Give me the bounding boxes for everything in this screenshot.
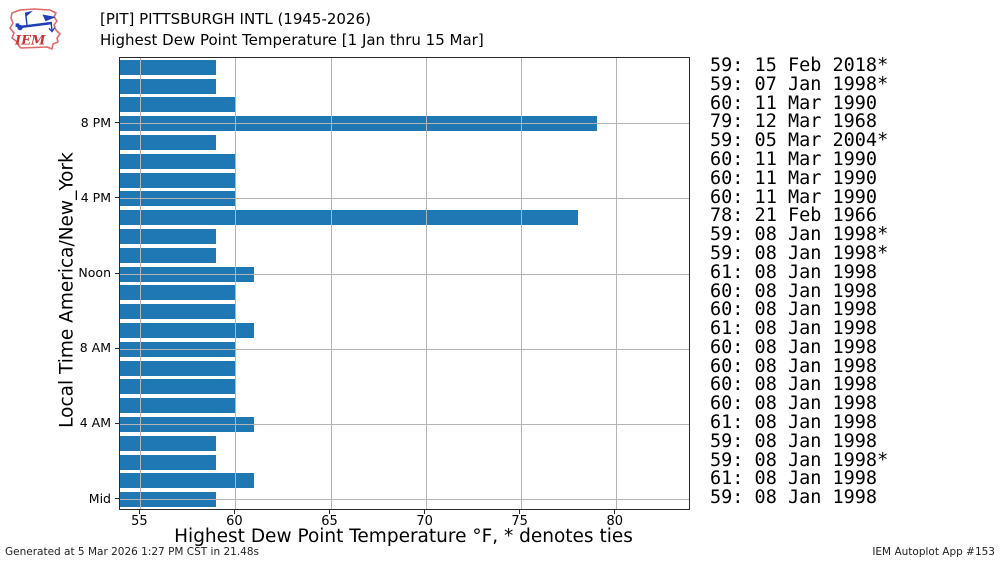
horizontal-gridline <box>120 423 689 425</box>
record-line: 60: 08 Jan 1998 <box>710 336 878 358</box>
bar <box>120 360 236 376</box>
record-line: 60: 11 Mar 1990 <box>710 92 878 114</box>
bar <box>120 135 217 151</box>
horizontal-gridline <box>120 273 689 275</box>
title-block: [PIT] PITTSBURGH INTL (1945-2026) Highes… <box>100 9 484 51</box>
x-axis-label: Highest Dew Point Temperature °F, * deno… <box>174 526 633 547</box>
bar <box>120 247 217 263</box>
record-line: 60: 11 Mar 1990 <box>710 167 878 189</box>
record-line: 60: 11 Mar 1990 <box>710 148 878 170</box>
y-tick-label: 8 AM <box>79 340 111 356</box>
bar <box>120 322 255 338</box>
y-tick-label: Noon <box>78 265 111 281</box>
record-line: 78: 21 Feb 1966 <box>710 205 878 227</box>
bar <box>120 172 236 188</box>
record-line: 59: 15 Feb 2018* <box>710 55 889 76</box>
horizontal-gridline <box>120 348 689 350</box>
bar <box>120 473 255 489</box>
bar <box>120 229 217 245</box>
bar <box>120 59 217 75</box>
y-tick-mark <box>114 347 119 349</box>
x-tick-label: 65 <box>321 514 338 529</box>
record-line: 60: 08 Jan 1998 <box>710 280 878 302</box>
x-tick-mark <box>614 509 616 514</box>
horizontal-gridline <box>120 123 689 125</box>
vertical-gridline <box>330 58 332 509</box>
bar <box>120 285 236 301</box>
record-line: 60: 11 Mar 1990 <box>710 186 878 208</box>
y-tick-label: Mid <box>88 490 111 506</box>
y-tick-mark <box>114 422 119 424</box>
x-tick-label: 60 <box>226 514 243 529</box>
record-line: 60: 08 Jan 1998 <box>710 393 878 415</box>
record-line: 61: 08 Jan 1998 <box>710 468 878 490</box>
x-tick-mark <box>519 509 521 514</box>
x-tick-label: 70 <box>416 514 433 529</box>
weather-vane-icon <box>15 10 56 33</box>
bar <box>120 78 217 94</box>
vertical-gridline <box>425 58 427 509</box>
bar <box>120 379 236 395</box>
vertical-gridline <box>235 58 237 509</box>
bar <box>120 435 217 451</box>
record-line: 59: 07 Jan 1998* <box>710 73 889 95</box>
bar <box>120 304 236 320</box>
plot-inner <box>120 58 689 509</box>
figure-subtitle: Highest Dew Point Temperature [1 Jan thr… <box>100 31 484 49</box>
y-tick-mark <box>114 498 119 500</box>
horizontal-gridline <box>120 198 689 200</box>
record-line: 61: 08 Jan 1998 <box>710 412 878 434</box>
record-line: 60: 08 Jan 1998 <box>710 355 878 377</box>
bar <box>120 398 236 414</box>
x-tick-mark <box>233 509 235 514</box>
vertical-gridline <box>140 58 142 509</box>
record-line: 79: 12 Mar 1968 <box>710 111 878 133</box>
x-tick-mark <box>138 509 140 514</box>
x-tick-label: 80 <box>606 514 624 529</box>
x-tick-mark <box>424 509 426 514</box>
y-tick-mark <box>114 122 119 124</box>
record-line: 61: 08 Jan 1998 <box>710 261 878 283</box>
record-line: 59: 08 Jan 1998* <box>710 449 889 471</box>
y-tick-mark <box>114 272 119 274</box>
bar <box>120 454 217 470</box>
record-line: 59: 08 Jan 1998 <box>710 430 878 452</box>
record-line: 59: 08 Jan 1998* <box>710 224 889 246</box>
record-line: 60: 08 Jan 1998 <box>710 299 878 321</box>
bar <box>120 97 236 113</box>
record-line: 59: 05 Mar 2004* <box>710 130 889 152</box>
app-credit-text: IEM Autoplot App #153 <box>872 546 995 558</box>
iem-logo-text: IEM <box>14 34 46 49</box>
figure-title: [PIT] PITTSBURGH INTL (1945-2026) <box>100 10 371 28</box>
record-line: 59: 08 Jan 1998* <box>710 242 889 264</box>
x-tick-label: 75 <box>511 514 528 529</box>
x-tick-label: 55 <box>131 514 148 529</box>
record-line: 59: 08 Jan 1998 <box>710 487 878 509</box>
bar <box>120 210 578 226</box>
y-tick-label: 4 AM <box>79 415 111 431</box>
vertical-gridline <box>520 58 522 509</box>
x-tick-mark <box>329 509 331 514</box>
iem-logo: IEM <box>9 8 61 50</box>
y-tick-label: 4 PM <box>80 189 111 205</box>
generated-at-text: Generated at 5 Mar 2026 1:27 PM CST in 2… <box>5 546 259 558</box>
vertical-gridline <box>615 58 617 509</box>
y-tick-label: 8 PM <box>80 114 111 130</box>
horizontal-gridline <box>120 499 689 501</box>
bar <box>120 153 236 169</box>
record-line: 60: 08 Jan 1998 <box>710 374 878 396</box>
record-line: 61: 08 Jan 1998 <box>710 318 878 340</box>
plot-area <box>119 57 690 510</box>
y-tick-mark <box>114 197 119 199</box>
